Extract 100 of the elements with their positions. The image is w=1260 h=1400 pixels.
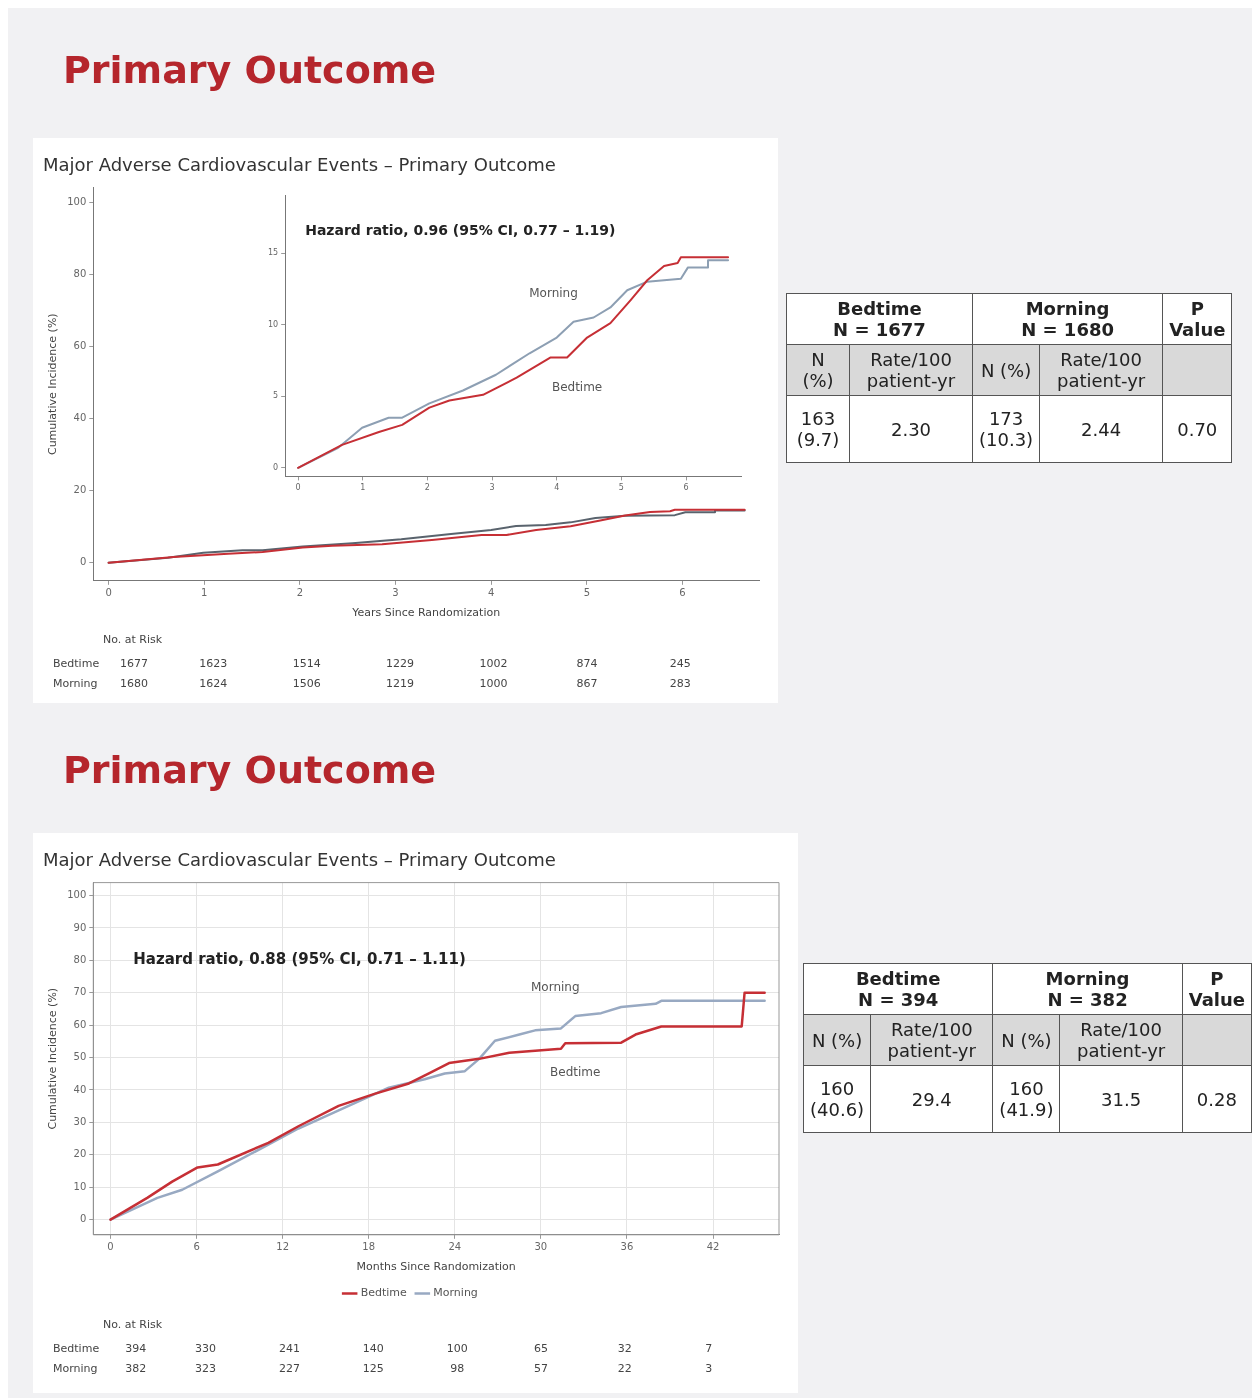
- x-tick-label: 1: [360, 483, 366, 493]
- text: N (%): [803, 1014, 871, 1066]
- text: 1002: [479, 657, 508, 670]
- text: 1229: [386, 657, 415, 670]
- y-tick-label: 0: [79, 556, 87, 568]
- text: No. at Risk: [103, 1318, 163, 1331]
- text: N (%): [786, 344, 850, 396]
- x-tick-label: 2: [296, 587, 304, 599]
- x-tick-label: 2: [424, 483, 430, 493]
- x-tick-label: 36: [620, 1241, 634, 1253]
- text: Bedtime: [53, 657, 100, 670]
- x-tick-label: 5: [583, 587, 591, 599]
- y-tick-label: 20: [73, 1148, 87, 1160]
- text: 0.28: [1182, 1065, 1252, 1133]
- y-tick-label: 0: [273, 462, 279, 472]
- annotation: Hazard ratio, 0.88 (95% CI, 0.71 – 1.11): [133, 950, 466, 969]
- text: Morning: [1025, 298, 1110, 319]
- text: N (%): [972, 344, 1040, 396]
- chart-title: Primary Outcome: [63, 48, 437, 92]
- text: 125: [362, 1362, 384, 1375]
- text: 227: [278, 1362, 300, 1375]
- x-tick-label: 6: [683, 483, 689, 493]
- text: 140: [362, 1342, 384, 1355]
- x-tick-label: 18: [362, 1241, 376, 1253]
- x-tick-label: 42: [706, 1241, 720, 1253]
- x-tick-label: 12: [276, 1241, 290, 1253]
- text: 1000: [479, 677, 508, 690]
- text: 874: [576, 657, 598, 670]
- text: 330: [195, 1342, 217, 1355]
- legend-label: Bedtime: [360, 1286, 408, 1300]
- text: 867: [576, 677, 598, 690]
- x-tick-label: 24: [448, 1241, 462, 1253]
- text: 22: [617, 1362, 632, 1375]
- text: Bedtime: [855, 968, 941, 989]
- x-tick-label: 3: [392, 587, 399, 599]
- text: Morning: [1045, 968, 1130, 989]
- x-tick-label: 3: [489, 483, 495, 493]
- text: Morning: [53, 1362, 98, 1375]
- text: Rate/100 patient-yr: [1039, 344, 1163, 396]
- series-label: Morning: [529, 285, 578, 300]
- text: Morning: [53, 677, 98, 690]
- x-tick-label: 6: [193, 1241, 200, 1253]
- y-tick-label: 70: [73, 986, 87, 998]
- text: 163 (9.7): [786, 395, 850, 463]
- text: 31.5: [1059, 1065, 1183, 1133]
- y-tick-label: 20: [73, 484, 87, 496]
- text: N (%): [992, 1014, 1060, 1066]
- x-tick-label: 0: [295, 483, 301, 493]
- text: Bedtime: [837, 298, 922, 319]
- text: Rate/100 patient-yr: [870, 1014, 993, 1066]
- text: Morning: [531, 980, 580, 995]
- text: 160 (40.6): [803, 1065, 871, 1133]
- text: 1623: [199, 657, 228, 670]
- y-tick-label: 0: [79, 1213, 87, 1225]
- text: 394: [125, 1342, 147, 1355]
- text: 32: [617, 1342, 632, 1355]
- y-tick-label: 80: [73, 267, 87, 279]
- chart-title: Primary Outcome: [63, 748, 437, 792]
- x-tick-label: 4: [488, 587, 495, 599]
- y-tick-label: 15: [267, 248, 279, 258]
- y-tick-label: 40: [73, 412, 87, 424]
- text: N = 1677: [833, 319, 926, 340]
- x-tick-label: 5: [618, 483, 624, 493]
- text: 323: [195, 1362, 217, 1375]
- y-tick-label: 90: [73, 921, 87, 933]
- y-tick-label: 30: [73, 1115, 87, 1127]
- text: 173 (10.3): [972, 395, 1040, 463]
- text: No. at Risk: [103, 633, 163, 646]
- y-tick-label: 60: [73, 339, 87, 351]
- text: P Value: [1182, 963, 1252, 1015]
- text: 0.70: [1162, 395, 1232, 463]
- y-axis-title: Cumulative Incidence (%): [46, 987, 60, 1130]
- text: Bedtime: [53, 1342, 100, 1355]
- y-tick-label: 40: [73, 1083, 87, 1095]
- y-tick-label: 60: [73, 1018, 87, 1030]
- text: 2.30: [849, 395, 973, 463]
- x-tick-label: 0: [105, 587, 112, 599]
- text: 283: [669, 677, 691, 690]
- x-tick-label: 4: [554, 483, 560, 493]
- text: 3: [705, 1362, 713, 1375]
- text: Bedtime: [550, 1065, 601, 1080]
- text: N = 1680: [1021, 319, 1114, 340]
- x-axis-title: Years Since Randomization: [351, 606, 501, 620]
- text: 1624: [199, 677, 228, 690]
- text: N = 394: [858, 989, 939, 1010]
- text: 29.4: [870, 1065, 993, 1133]
- y-tick-label: 10: [73, 1180, 87, 1192]
- text: Rate/100 patient-yr: [1059, 1014, 1183, 1066]
- text: 1219: [386, 677, 415, 690]
- text: Rate/100 patient-yr: [849, 344, 973, 396]
- text: 160 (41.9): [992, 1065, 1060, 1133]
- y-tick-label: 5: [273, 391, 279, 401]
- annotation: Hazard ratio, 0.96 (95% CI, 0.77 – 1.19): [305, 221, 616, 238]
- chart-subtitle: Major Adverse Cardiovascular Events – Primary Outcome: [43, 849, 556, 871]
- x-tick-label: 1: [201, 587, 208, 599]
- y-tick-label: 50: [73, 1051, 87, 1063]
- text: 241: [278, 1342, 300, 1355]
- y-tick-label: 100: [67, 889, 87, 901]
- text: 100: [446, 1342, 468, 1355]
- text: 1514: [292, 657, 321, 670]
